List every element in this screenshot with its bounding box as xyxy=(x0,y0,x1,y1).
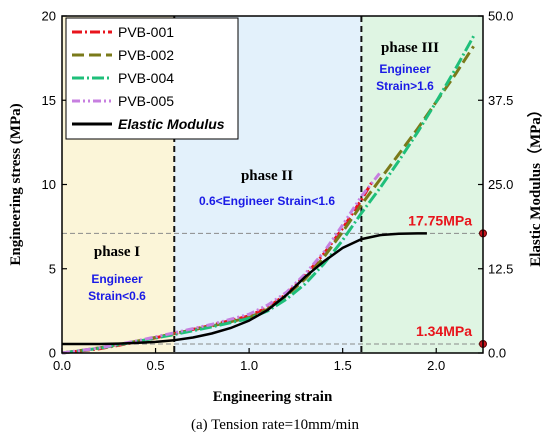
phase-note-1-line-2: Strain<0.6 xyxy=(88,289,146,303)
series-line-elastic-modulus xyxy=(62,232,427,346)
chart-labels: Engineering strain Engineering stress (M… xyxy=(8,40,544,405)
phase-note-1-line-1: Engineer xyxy=(91,272,143,286)
x-tick-label: 0.0 xyxy=(53,358,71,373)
phase-note-3-line-2: Strain>1.6 xyxy=(376,79,434,93)
y-axis-title: Engineering stress (MPa) xyxy=(8,103,24,265)
y-tick-label: 10 xyxy=(42,177,56,192)
x-tick-label: 2.0 xyxy=(427,358,445,373)
y2-axis-title: Elastic Modulus（MPa） xyxy=(526,102,544,267)
legend-label-2: PVB-002 xyxy=(118,47,174,63)
y-tick-label: 5 xyxy=(49,261,56,276)
legend: PVB-001 PVB-002 PVB-004 PVB-005 Elastic Modu… xyxy=(65,17,239,140)
phase-title-2: phase II xyxy=(241,168,293,184)
y2-tick-label: 25.0 xyxy=(488,177,513,192)
phase-title-3: phase III xyxy=(381,40,439,56)
y-tick-label: 15 xyxy=(42,93,56,108)
y2-tick-label: 0.0 xyxy=(488,346,506,361)
y-tick-label: 0 xyxy=(49,346,56,361)
legend-label-1: PVB-001 xyxy=(118,24,174,40)
annotation-label-2: 1.34MPa xyxy=(416,323,472,339)
y2-tick-label: 12.5 xyxy=(488,261,513,276)
series-lines xyxy=(61,35,487,355)
legend-label-4: PVB-005 xyxy=(118,93,174,109)
phase-note-2-line-1: 0.6<Engineer Strain<1.6 xyxy=(199,194,335,208)
y2-tick-label: 50.0 xyxy=(488,9,513,24)
x-tick-label: 1.5 xyxy=(334,358,352,373)
phase-title-1: phase I xyxy=(94,244,140,260)
legend-label-5: Elastic Modulus xyxy=(118,116,225,132)
y-tick-label: 20 xyxy=(42,9,56,24)
figure-caption: (a) Tension rate=10mm/min xyxy=(191,417,359,433)
x-axis-title: Engineering strain xyxy=(213,389,333,405)
phase-note-3-line-1: Engineer xyxy=(379,62,431,76)
legend-label-3: PVB-004 xyxy=(118,70,174,86)
y2-tick-label: 37.5 xyxy=(488,93,513,108)
x-tick-label: 0.5 xyxy=(147,358,165,373)
x-tick-label: 1.0 xyxy=(240,358,258,373)
series-line-pvb-005 xyxy=(61,171,382,355)
axes: 0.0 0.5 1.0 1.5 2.0 0 5 10 15 20 0.0 12.5 25.0 37.5 50… xyxy=(42,9,514,374)
reference-lines xyxy=(62,16,483,353)
annotation-label-1: 17.75MPa xyxy=(408,212,472,228)
